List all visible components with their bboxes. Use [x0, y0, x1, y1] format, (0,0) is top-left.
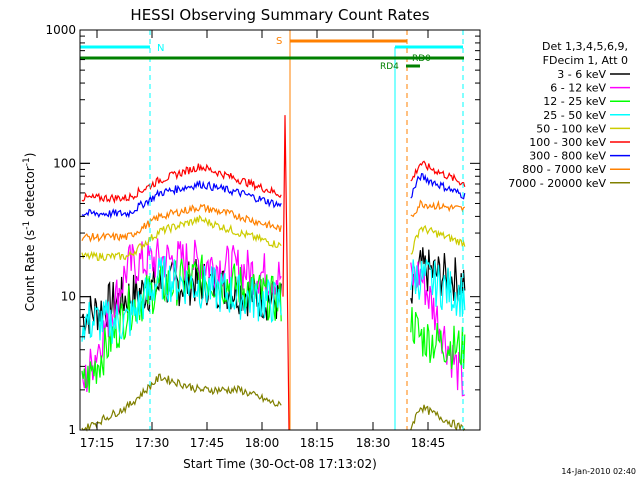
y-axis-label: Count Rate (s-1 detector-1) [22, 153, 37, 312]
y-axis-label-main: Count Rate (s [23, 230, 37, 312]
x-tick-label: 18:30 [356, 436, 391, 450]
y-axis-label-mid: detector [23, 166, 37, 221]
x-tick-label: 17:45 [190, 436, 225, 450]
x-tick-label: 17:30 [135, 436, 170, 450]
interval-label-rd0: RD0 [412, 54, 431, 64]
plot-frame [79, 29, 481, 431]
legend-header-line1: Det 1,3,4,5,6,9, [542, 40, 628, 53]
series-line [81, 214, 466, 262]
legend-label: 800 - 7000 keV [522, 163, 606, 176]
legend-label: 3 - 6 keV [557, 68, 606, 81]
series-line [81, 160, 466, 205]
series-line [81, 199, 466, 243]
x-axis-label: Start Time (30-Oct-08 17:13:02) [183, 457, 377, 471]
interval-label-s: S [276, 36, 282, 47]
x-tick-label: 18:15 [300, 436, 335, 450]
series-line [81, 373, 466, 432]
legend-label: 12 - 25 keV [543, 95, 606, 108]
legend-label: 25 - 50 keV [543, 109, 606, 122]
legend-label: 7000 - 20000 keV [508, 177, 606, 190]
y-tick-label: 1 [68, 423, 76, 437]
legend-label: 100 - 300 keV [529, 136, 606, 149]
annotation-layer: N S RD4 RD0 [80, 30, 464, 430]
series-spike [282, 115, 290, 431]
series-layer [81, 115, 466, 432]
y-axis-ticks: 1 10 100 1000 [45, 23, 480, 437]
y-axis-label-end: ) [23, 153, 37, 158]
y-axis-label-sup2: -1 [22, 157, 32, 166]
y-tick-label: 1000 [45, 23, 76, 37]
chart-title: HESSI Observing Summary Count Rates [130, 6, 429, 24]
y-tick-label: 10 [61, 290, 76, 304]
series-line [81, 255, 466, 344]
x-axis-ticks: 17:15 17:30 17:45 18:00 18:15 18:30 18:45 [80, 30, 446, 450]
interval-label-n: N [157, 43, 164, 54]
interval-label-rd4: RD4 [380, 62, 399, 72]
legend: Det 1,3,4,5,6,9, FDecim 1, Att 0 3 - 6 k… [508, 40, 630, 190]
y-axis-label-sup1: -1 [22, 221, 32, 230]
y-tick-label: 100 [53, 156, 76, 170]
x-tick-label: 18:00 [245, 436, 280, 450]
series-line [81, 173, 466, 219]
legend-header-line2: FDecim 1, Att 0 [543, 54, 628, 67]
legend-label: 300 - 800 keV [529, 150, 606, 163]
x-tick-label: 18:45 [411, 436, 446, 450]
timestamp: 14-Jan-2010 02:40 [561, 467, 636, 476]
legend-label: 50 - 100 keV [536, 122, 606, 135]
x-tick-label: 17:15 [80, 436, 115, 450]
legend-label: 6 - 12 keV [550, 82, 606, 95]
